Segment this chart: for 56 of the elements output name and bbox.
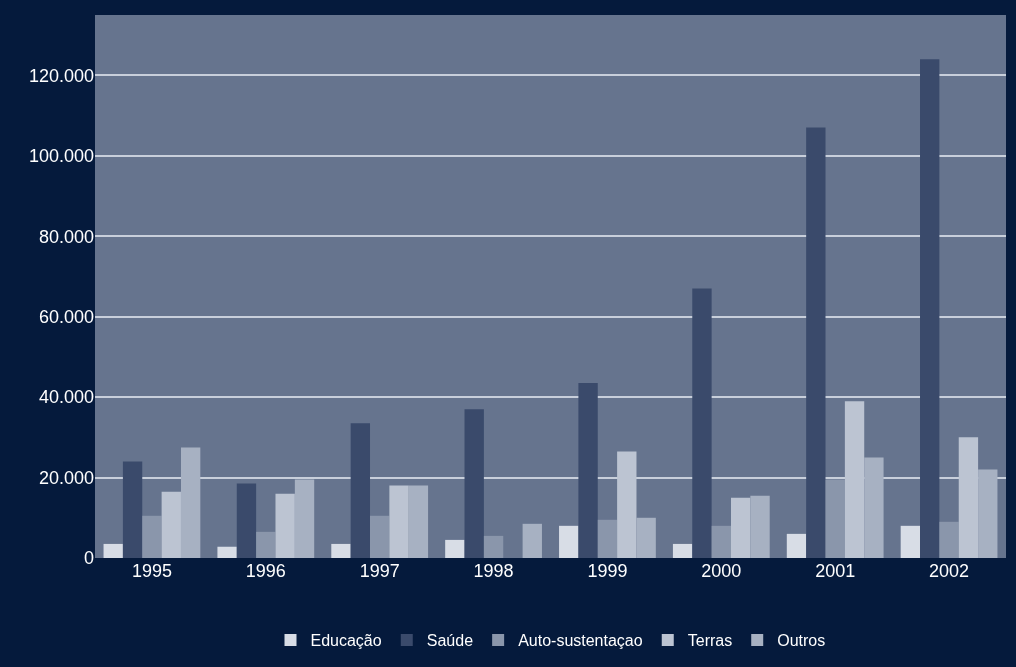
- legend-label: Terras: [687, 632, 733, 650]
- y-tick-label: 20.000: [38, 467, 94, 488]
- bar: [900, 525, 921, 558]
- bar: [711, 525, 731, 558]
- bar: [522, 523, 542, 558]
- legend-label: Outros: [777, 632, 826, 650]
- legend-label: Educação: [310, 632, 382, 650]
- bar: [978, 469, 998, 558]
- bar: [103, 543, 123, 558]
- y-tick-label: 60.000: [38, 306, 94, 327]
- y-tick-label: 40.000: [38, 387, 94, 408]
- bar: [730, 497, 751, 558]
- bar: [578, 383, 598, 558]
- bar: [483, 535, 504, 558]
- bar: [236, 483, 257, 558]
- bar: [217, 546, 237, 558]
- x-tick-label: 2000: [701, 561, 742, 581]
- bar: [825, 479, 845, 558]
- bar: [256, 531, 276, 558]
- bar: [161, 491, 181, 558]
- x-tick-label: 2002: [929, 561, 970, 581]
- bar: [864, 457, 884, 558]
- x-tick-label: 2001: [815, 561, 856, 581]
- bar: [370, 515, 390, 558]
- y-tick-label: 0: [83, 548, 94, 569]
- legend-label: Auto-sustentaçao: [518, 632, 643, 650]
- x-tick-label: 1996: [245, 561, 286, 581]
- y-tick-label: 100.000: [28, 146, 94, 167]
- bar: [559, 525, 579, 558]
- bar: [636, 517, 656, 558]
- x-tick-label: 1998: [473, 561, 514, 581]
- bar: [464, 409, 484, 558]
- bar: [445, 539, 465, 558]
- bar: [180, 447, 201, 558]
- bar: [408, 485, 429, 558]
- bar: [389, 485, 409, 558]
- bar: [939, 521, 959, 558]
- legend-label: Saúde: [426, 632, 474, 650]
- x-tick-label: 1995: [131, 561, 172, 581]
- bar: [597, 519, 618, 558]
- bar: [806, 127, 826, 558]
- bar: [275, 493, 295, 558]
- bar: [672, 543, 693, 558]
- x-tick-label: 1997: [359, 561, 400, 581]
- bar: [122, 461, 143, 558]
- y-tick-label: 80.000: [38, 226, 94, 247]
- bar: [350, 423, 371, 558]
- y-tick-label: 120.000: [28, 65, 94, 86]
- bar: [692, 288, 712, 558]
- bar: [786, 533, 807, 558]
- bar: [750, 495, 770, 558]
- x-tick-label: 1999: [587, 561, 628, 581]
- bar: [331, 543, 351, 558]
- bar: [294, 479, 315, 558]
- bar: [142, 515, 162, 558]
- bar: [920, 59, 940, 558]
